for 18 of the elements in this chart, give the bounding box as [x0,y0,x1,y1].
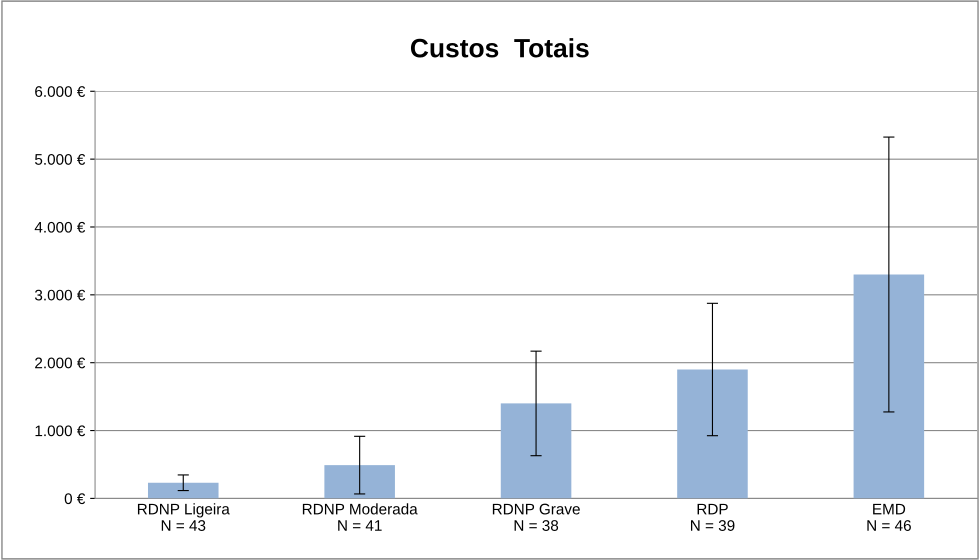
x-tick-label: EMD N = 46 [867,504,911,531]
chart-title: Custos Totais [410,38,589,58]
bar [677,369,748,498]
x-tick-label: RDNP Grave N = 38 [492,504,580,531]
x-tick-label: RDNP Moderada N = 41 [302,503,418,531]
y-tick-label: 1.000 € [36,425,86,436]
y-tick-label: 2.000 € [35,358,86,368]
x-tick-label: RDNP Ligeira N = 43 [138,503,230,531]
bar [148,482,219,498]
bar [854,274,924,498]
bar [324,465,395,498]
y-tick-label: 5.000 € [34,154,86,165]
x-tick-label: RDP N = 39 [690,504,734,531]
y-tick-label: 4.000 € [34,222,86,233]
y-tick-label: 0 € [64,493,86,504]
y-tick-label: 3.000 € [34,290,86,301]
y-tick-label: 6.000 € [35,86,86,97]
bar [500,403,572,498]
